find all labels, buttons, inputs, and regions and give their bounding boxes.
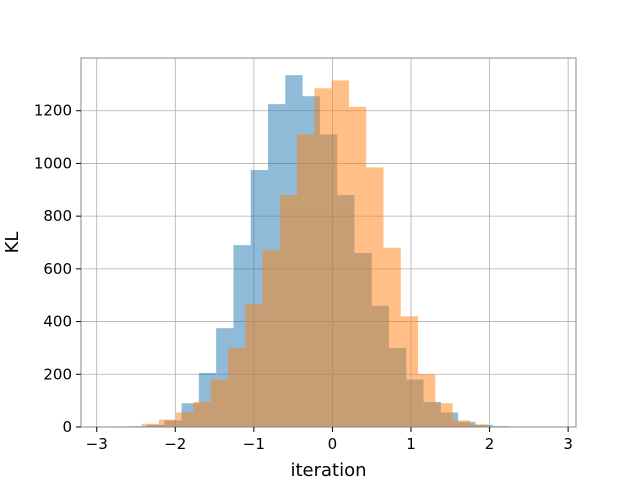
plot-frame xyxy=(80,57,577,428)
histogram-bar-series-2 xyxy=(314,88,332,427)
histogram-bar-series-2 xyxy=(176,412,194,427)
histogram-bar-series-2 xyxy=(262,250,280,427)
histogram-bars xyxy=(112,75,545,428)
x-tick-label: 3 xyxy=(563,435,573,453)
histogram-bar-series-2 xyxy=(469,424,488,427)
histogram-bar-series-2 xyxy=(141,423,159,427)
histogram-bar-series-2 xyxy=(366,167,384,427)
histogram-bar-series-2 xyxy=(193,401,211,427)
x-axis-label: iteration xyxy=(290,460,366,480)
x-tick-label: 2 xyxy=(485,435,495,453)
x-tick-label: −3 xyxy=(86,435,108,453)
axis-ticks: −3 −2 −1 0 1 2 3 0 200 400 600 800 1000 1200 xyxy=(34,102,573,453)
x-tick-label: 1 xyxy=(406,435,416,453)
histogram-bar-series-2 xyxy=(348,106,367,427)
x-tick-label: 0 xyxy=(328,435,338,453)
histogram-bar-series-2 xyxy=(383,247,401,427)
histogram-bar-series-2 xyxy=(245,304,263,427)
histogram-bar-series-2 xyxy=(400,316,419,427)
histogram-bar-series-2 xyxy=(435,403,453,427)
y-tick-label: 800 xyxy=(43,207,72,225)
y-axis-label: KL xyxy=(2,232,23,254)
histogram-bar-series-2 xyxy=(297,134,315,427)
histogram-bar-series-2 xyxy=(452,420,470,427)
histogram-bar-series-2 xyxy=(279,195,298,427)
y-tick-label: 0 xyxy=(62,418,72,436)
histogram-bar-series-2 xyxy=(331,80,349,428)
y-tick-label: 200 xyxy=(43,365,72,383)
y-tick-label: 1200 xyxy=(34,102,72,120)
histogram-bar-series-2 xyxy=(227,347,246,427)
histogram-bar-series-2 xyxy=(158,419,177,427)
y-tick-label: 400 xyxy=(43,313,72,331)
y-tick-label: 600 xyxy=(43,260,72,278)
x-tick-label: −1 xyxy=(243,435,265,453)
histogram-bar-series-2 xyxy=(418,374,436,427)
y-tick-label: 1000 xyxy=(34,154,72,172)
x-tick-label: −2 xyxy=(164,435,186,453)
histogram-bar-series-2 xyxy=(210,379,228,427)
